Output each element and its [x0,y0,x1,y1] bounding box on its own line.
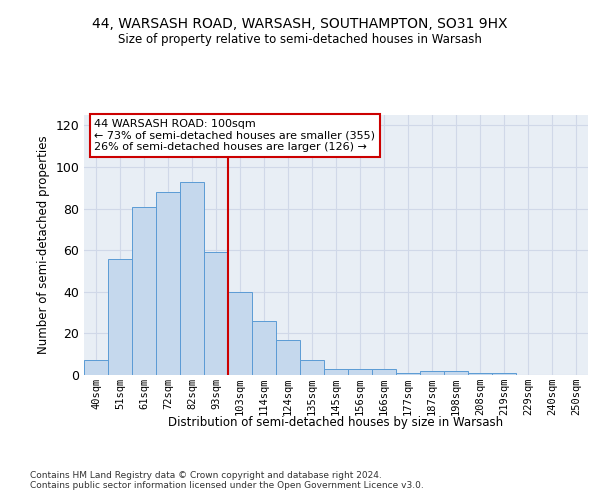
Text: 44, WARSASH ROAD, WARSASH, SOUTHAMPTON, SO31 9HX: 44, WARSASH ROAD, WARSASH, SOUTHAMPTON, … [92,18,508,32]
Bar [252,321,276,375]
Bar [468,373,492,375]
Text: Size of property relative to semi-detached houses in Warsash: Size of property relative to semi-detach… [118,32,482,46]
Bar [420,371,444,375]
Text: 44 WARSASH ROAD: 100sqm
← 73% of semi-detached houses are smaller (355)
26% of s: 44 WARSASH ROAD: 100sqm ← 73% of semi-de… [94,119,375,152]
Bar [228,292,252,375]
Bar [84,360,108,375]
Bar [444,371,468,375]
Bar [348,369,372,375]
Bar [372,369,396,375]
Text: Contains HM Land Registry data © Crown copyright and database right 2024.
Contai: Contains HM Land Registry data © Crown c… [30,470,424,490]
Bar [276,340,300,375]
Y-axis label: Number of semi-detached properties: Number of semi-detached properties [37,136,50,354]
Bar [156,192,180,375]
Bar [492,373,516,375]
Bar [324,369,348,375]
Bar [396,373,420,375]
Bar [204,252,228,375]
Bar [180,182,204,375]
Bar [132,206,156,375]
Bar [108,258,132,375]
Text: Distribution of semi-detached houses by size in Warsash: Distribution of semi-detached houses by … [169,416,503,429]
Bar [300,360,324,375]
